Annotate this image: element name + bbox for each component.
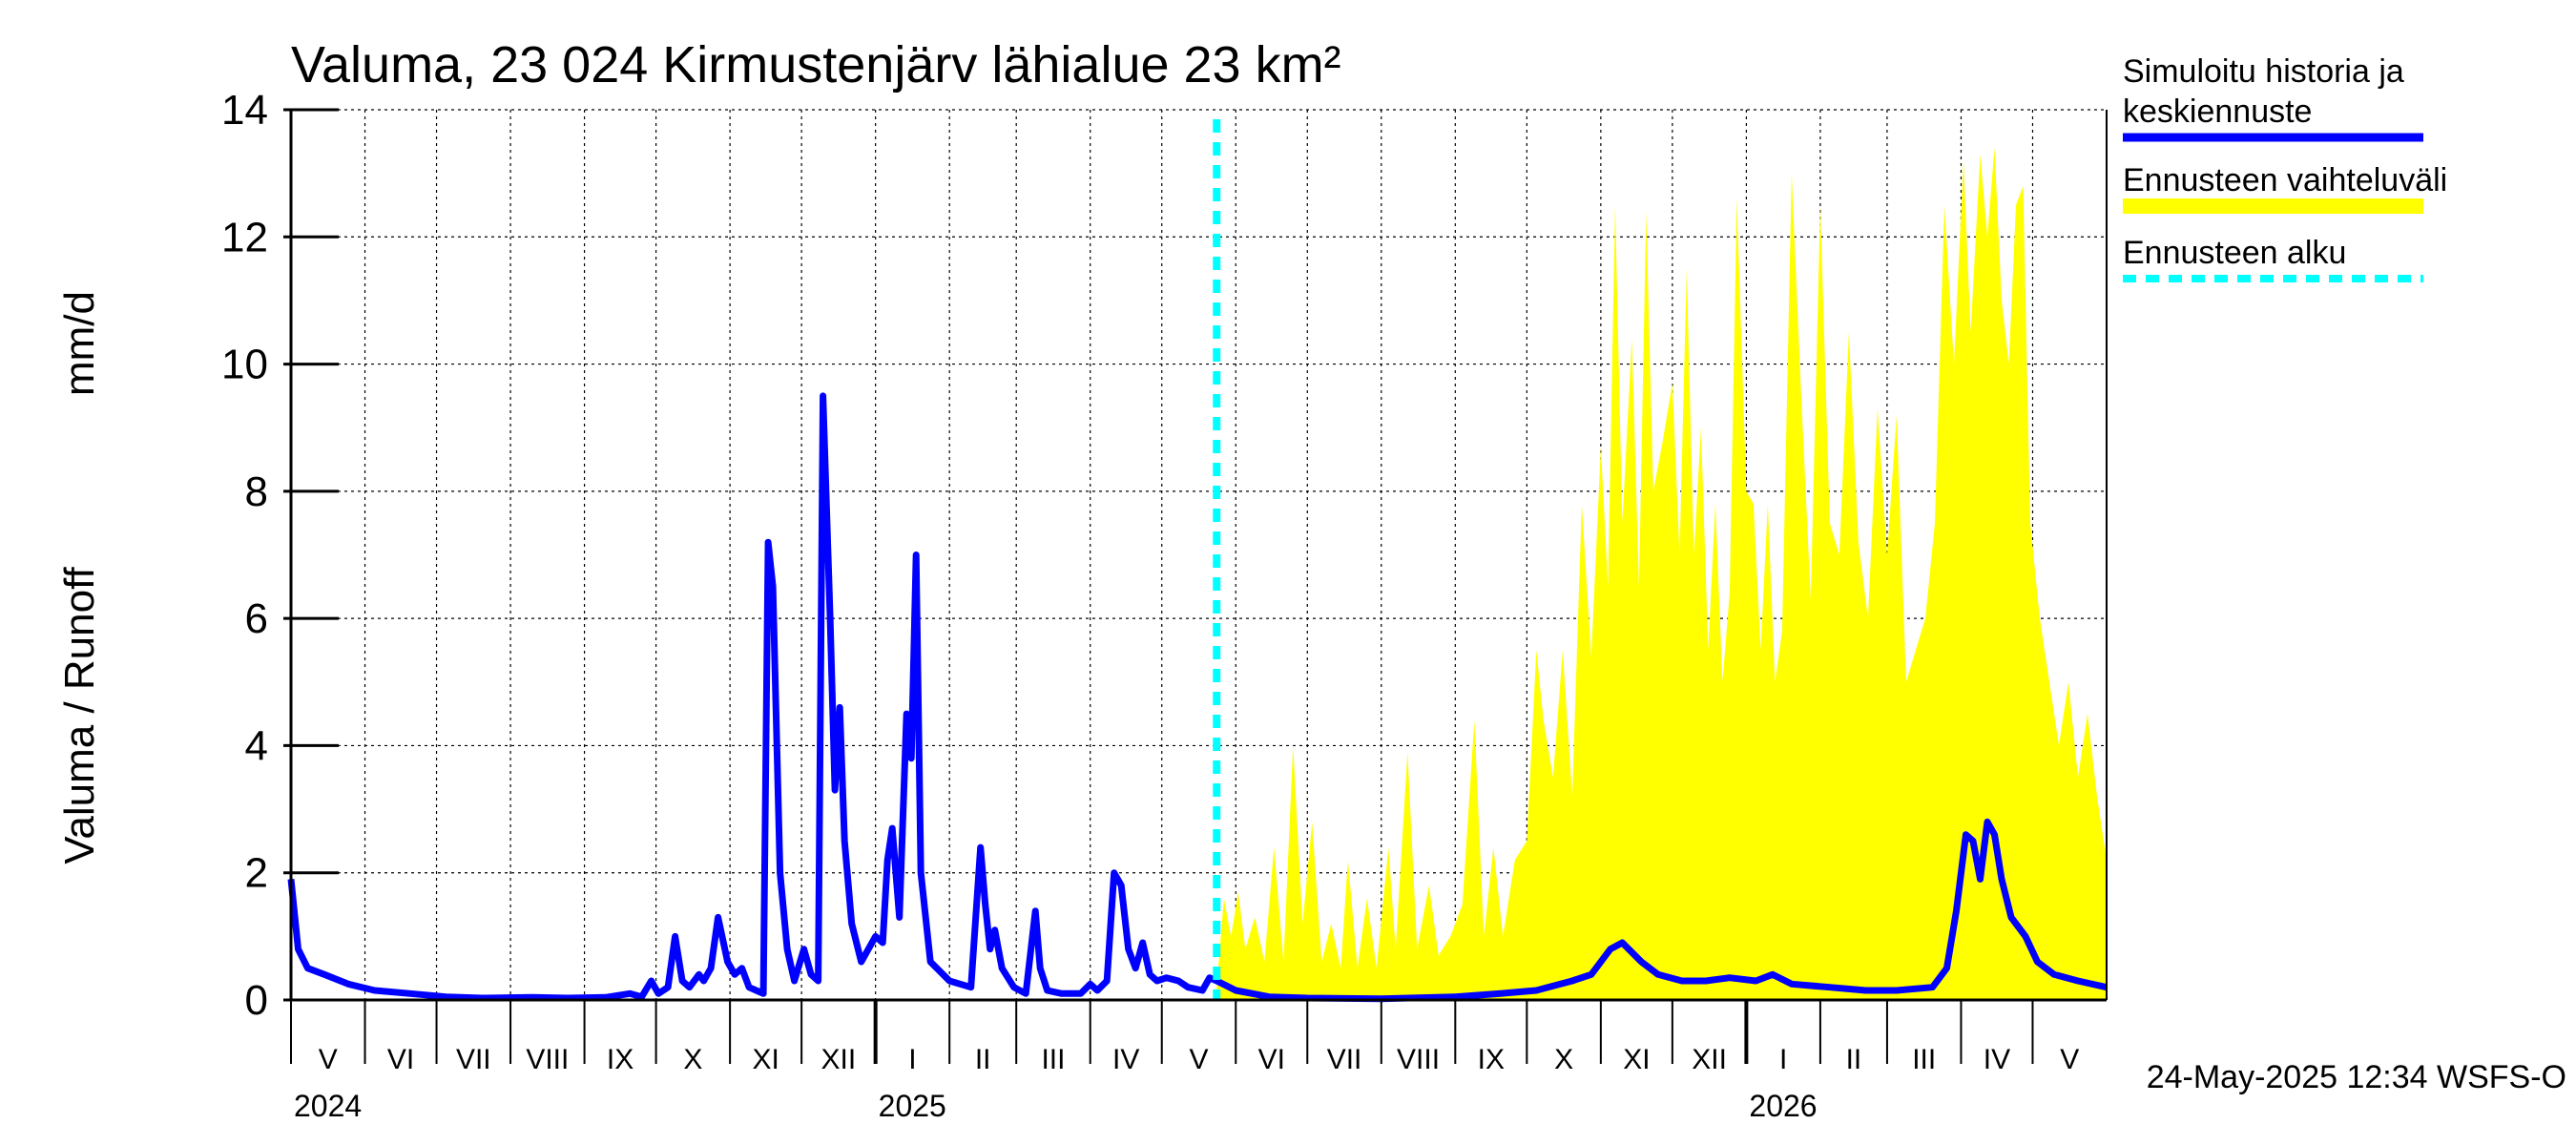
x-month-label-22: III bbox=[1912, 1044, 1936, 1075]
x-month-label-17: X bbox=[1554, 1044, 1573, 1075]
y-tick-label-10: 10 bbox=[221, 342, 268, 388]
y-axis-ticks: 0 2 4 6 8 10 12 14 bbox=[221, 87, 339, 1024]
x-month-label-0: V bbox=[319, 1044, 338, 1075]
legend-item-sim-label-1: Simuloitu historia ja bbox=[2123, 53, 2404, 90]
x-month-label-16: IX bbox=[1478, 1044, 1505, 1075]
x-month-label-10: III bbox=[1041, 1044, 1065, 1075]
simulated-runoff-line bbox=[287, 392, 2108, 1003]
x-axis: V VI VII VIII IX X XI XII I II III IV V VI VII VIII IX X X… bbox=[290, 1000, 2079, 1123]
legend: Simuloitu historia ja keskiennuste Ennus… bbox=[2123, 53, 2447, 282]
y-tick-label-0: 0 bbox=[245, 977, 268, 1024]
x-month-label-14: VII bbox=[1327, 1044, 1362, 1075]
y-axis-unit: mm/d bbox=[56, 291, 103, 396]
y-tick-label-14: 14 bbox=[221, 87, 268, 134]
x-month-label-24: V bbox=[2060, 1044, 2079, 1075]
forecast-range-area bbox=[1216, 148, 2107, 1000]
y-tick-label-2: 2 bbox=[245, 850, 268, 897]
x-month-label-11: IV bbox=[1112, 1044, 1139, 1075]
x-month-label-19: XII bbox=[1692, 1044, 1727, 1075]
x-month-label-6: XI bbox=[752, 1044, 779, 1075]
x-month-label-5: X bbox=[683, 1044, 702, 1075]
legend-item-forecast-start-label: Ennusteen alku bbox=[2123, 235, 2346, 271]
y-tick-label-12: 12 bbox=[221, 214, 268, 260]
x-month-label-20: I bbox=[1779, 1044, 1787, 1075]
x-month-label-4: IX bbox=[607, 1044, 634, 1075]
legend-item-sim-label-2: keskiennuste bbox=[2123, 94, 2312, 130]
forecast-range-band bbox=[1216, 148, 2107, 1000]
x-year-label-2025: 2025 bbox=[879, 1089, 946, 1123]
x-month-label-13: VI bbox=[1258, 1044, 1285, 1075]
x-month-label-18: XI bbox=[1623, 1044, 1650, 1075]
plot-frame bbox=[289, 110, 2108, 1002]
grid bbox=[291, 109, 2107, 1000]
x-month-label-21: II bbox=[1846, 1044, 1862, 1075]
x-month-label-9: II bbox=[975, 1044, 991, 1075]
x-month-label-15: VIII bbox=[1397, 1044, 1440, 1075]
chart-title: Valuma, 23 024 Kirmustenjärv lähialue 23… bbox=[291, 36, 1341, 94]
series-lines bbox=[287, 119, 2108, 1003]
y-axis-label: Valuma / Runoff bbox=[56, 567, 103, 864]
x-month-label-7: XII bbox=[821, 1044, 857, 1075]
x-year-label-2026: 2026 bbox=[1749, 1089, 1817, 1123]
x-month-label-23: IV bbox=[1984, 1044, 2010, 1075]
x-year-label-2024: 2024 bbox=[294, 1089, 362, 1123]
x-month-label-1: VI bbox=[387, 1044, 414, 1075]
timestamp-footer: 24-May-2025 12:34 WSFS-O bbox=[2147, 1059, 2566, 1095]
y-tick-label-8: 8 bbox=[245, 468, 268, 515]
x-month-label-3: VIII bbox=[526, 1044, 569, 1075]
legend-item-range-label: Ennusteen vaihteluväli bbox=[2123, 162, 2447, 198]
x-month-label-12: V bbox=[1189, 1044, 1208, 1075]
y-tick-label-4: 4 bbox=[245, 722, 268, 769]
x-month-label-8: I bbox=[908, 1044, 916, 1075]
y-tick-label-6: 6 bbox=[245, 595, 268, 642]
x-month-label-2: VII bbox=[456, 1044, 491, 1075]
